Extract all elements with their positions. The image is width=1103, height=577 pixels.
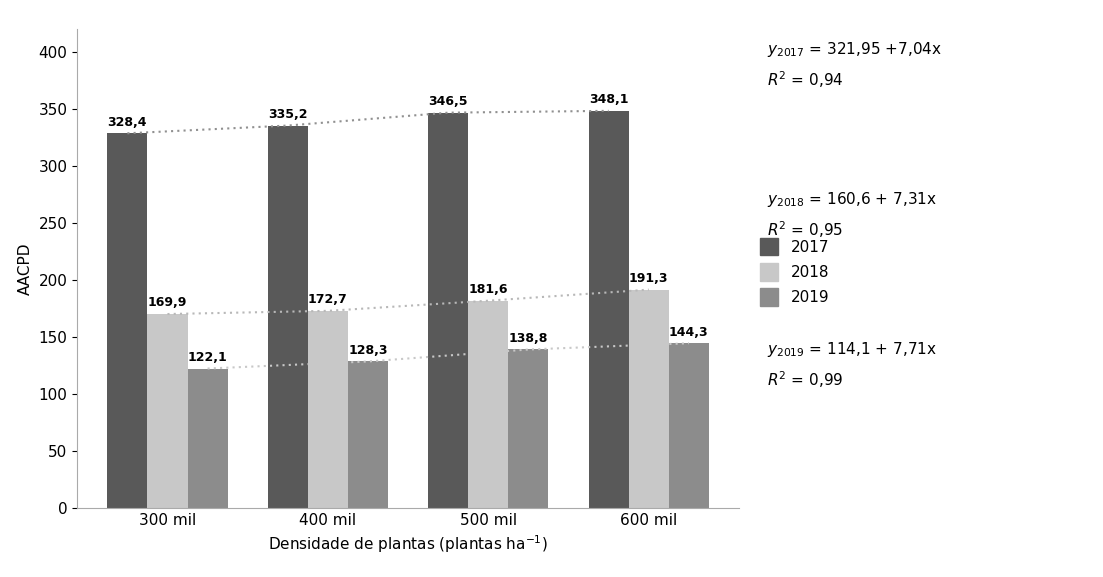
Bar — [188, 369, 227, 508]
Bar — [428, 113, 469, 508]
Bar — [629, 290, 668, 508]
Text: 138,8: 138,8 — [508, 332, 548, 345]
Text: 328,4: 328,4 — [108, 116, 147, 129]
Bar — [347, 361, 388, 508]
Bar — [668, 343, 709, 508]
Text: 144,3: 144,3 — [670, 325, 709, 339]
Text: 348,1: 348,1 — [589, 93, 629, 106]
Text: 169,9: 169,9 — [148, 297, 188, 309]
Text: $y_{2018}$ = 160,6 + 7,31x
$R^2$ = 0,95: $y_{2018}$ = 160,6 + 7,31x $R^2$ = 0,95 — [767, 190, 936, 240]
Text: 172,7: 172,7 — [308, 293, 347, 306]
Bar — [469, 301, 508, 508]
Text: 122,1: 122,1 — [188, 351, 227, 364]
Text: 335,2: 335,2 — [268, 108, 308, 121]
Text: $y_{2019}$ = 114,1 + 7,71x
$R^2$ = 0,99: $y_{2019}$ = 114,1 + 7,71x $R^2$ = 0,99 — [767, 340, 936, 390]
X-axis label: Densidade de plantas (plantas ha$^{-1}$): Densidade de plantas (plantas ha$^{-1}$) — [268, 533, 548, 555]
Bar — [268, 126, 308, 508]
Text: 128,3: 128,3 — [349, 344, 388, 357]
Text: 346,5: 346,5 — [428, 95, 468, 108]
Bar — [107, 133, 148, 508]
Legend: 2017, 2018, 2019: 2017, 2018, 2019 — [760, 238, 829, 306]
Text: $y_{2017}$ = 321,95 +7,04x
$R^2$ = 0,94: $y_{2017}$ = 321,95 +7,04x $R^2$ = 0,94 — [767, 40, 942, 90]
Bar — [308, 311, 347, 508]
Bar — [148, 314, 188, 508]
Text: 191,3: 191,3 — [629, 272, 668, 285]
Bar — [589, 111, 629, 508]
Text: 181,6: 181,6 — [469, 283, 508, 296]
Y-axis label: AACPD: AACPD — [18, 242, 33, 294]
Bar — [508, 350, 548, 508]
